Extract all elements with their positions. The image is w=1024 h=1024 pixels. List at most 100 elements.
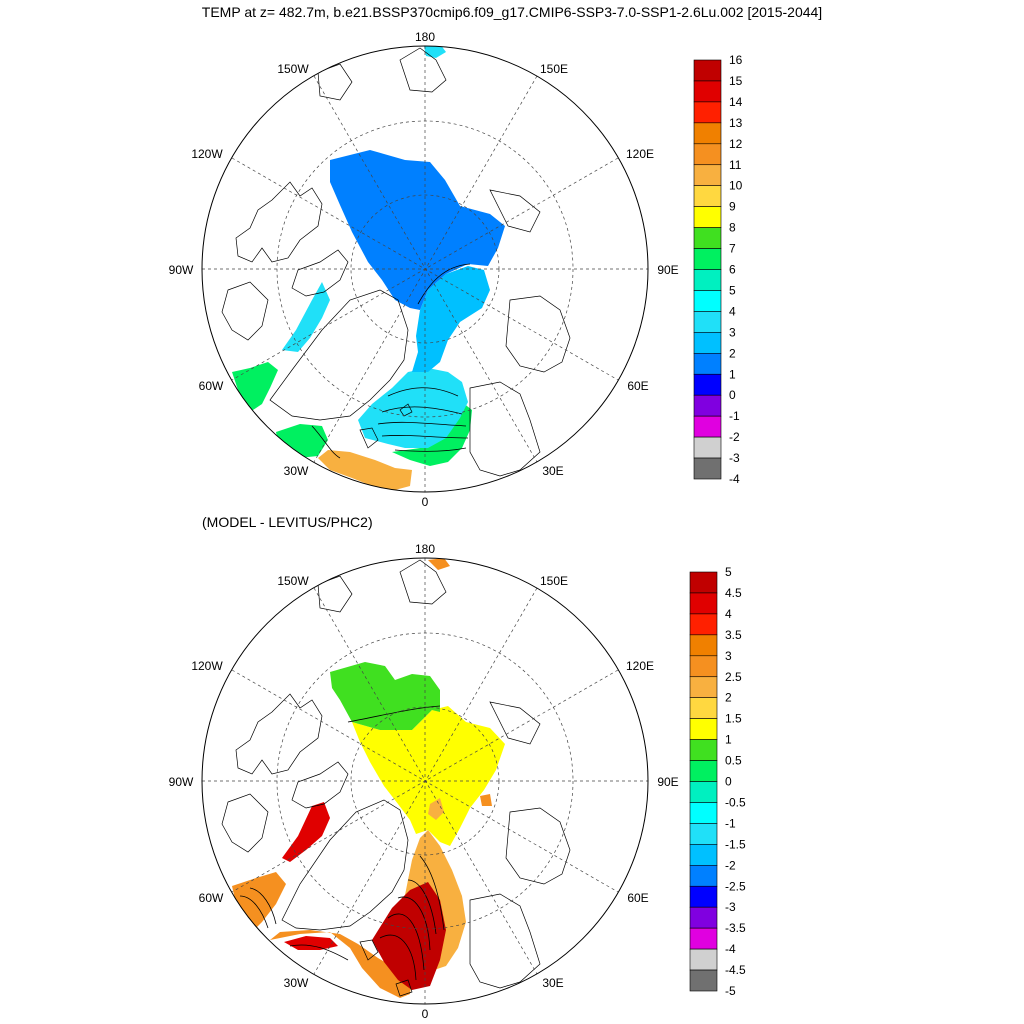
bottom-colorbar-tick-label: -2.5 [725, 879, 746, 893]
bottom-colorbar-tick-label: 0.5 [725, 754, 742, 768]
top-field-layer [221, 46, 571, 490]
bottom-colorbar-swatch [689, 760, 718, 782]
top-colorbar-tick-label: 7 [729, 242, 736, 256]
bottom-lon-label: 0 [422, 1007, 429, 1021]
top-lon-label: 60E [627, 379, 648, 393]
bottom-colorbar-swatch [689, 864, 718, 887]
top-lon-label: 120E [626, 147, 654, 161]
top-colorbar-swatch [693, 311, 722, 333]
bottom-field-canada-basin [330, 662, 440, 730]
top-colorbar-swatch [693, 206, 722, 228]
top-colorbar-tick-label: 3 [729, 325, 736, 339]
top-colorbar-tick-label: 1 [729, 367, 736, 381]
top-colorbar-swatch [693, 80, 722, 103]
top-colorbar-tick-label: 10 [729, 179, 743, 193]
top-colorbar-swatch [693, 332, 722, 354]
bottom-colorbar-tick-label: -0.5 [725, 795, 746, 809]
bottom-lon-label: 120W [191, 659, 223, 673]
bottom-colorbar-tick-label: -4 [725, 942, 736, 956]
bottom-colorbar-swatch [689, 906, 718, 929]
top-colorbar-tick-label: 11 [729, 158, 742, 172]
bottom-lon-label: 90W [169, 775, 194, 789]
bottom-lon-label: 120E [626, 659, 654, 673]
top-lon-label: 30E [542, 464, 563, 478]
top-colorbar-tick-label: 0 [729, 388, 736, 402]
bottom-colorbar-swatch [689, 927, 718, 950]
bottom-coastlines [221, 559, 571, 997]
bottom-colorbar-tick-label: 0 [725, 775, 732, 789]
top-colorbar-swatch [693, 227, 722, 249]
top-colorbar-swatch [693, 185, 722, 207]
bottom-colorbar-tick-label: -3 [725, 900, 736, 914]
bottom-field-east-orange [480, 794, 492, 806]
top-colorbar-tick-label: 13 [729, 116, 743, 130]
top-colorbar-swatch [693, 436, 722, 459]
top-colorbar-tick-label: 14 [729, 95, 743, 109]
top-lon-label: 90W [169, 263, 194, 277]
bottom-lon-label: 30E [542, 976, 563, 990]
bottom-colorbar-swatch [689, 634, 718, 657]
bottom-colorbar-swatch [689, 969, 718, 992]
top-colorbar-swatch [693, 101, 722, 124]
bottom-lon-label: 30W [284, 976, 309, 990]
bottom-colorbar-tick-label: 2 [725, 691, 732, 705]
bottom-colorbar-swatch [689, 655, 718, 678]
bottom-field-layer [221, 558, 571, 998]
bottom-lon-label: 150E [540, 574, 568, 588]
bottom-colorbar-tick-label: 3.5 [725, 628, 742, 642]
top-colorbar-swatch [693, 143, 722, 166]
top-coastlines [221, 47, 571, 477]
bottom-colorbar-tick-label: 2.5 [725, 670, 742, 684]
bottom-colorbar-tick-label: 1.5 [725, 712, 742, 726]
top-colorbar-tick-label: 4 [729, 304, 736, 318]
bottom-field-atlantic-red-strip [284, 936, 338, 950]
bottom-colorbar: 5 4.5 4 3.5 3 2.5 2 1.5 1 0.5 0 -0.5 -1 -1.5 -2 -2.5 -3 -… [689, 565, 746, 998]
bottom-field-nordic-seas [372, 882, 446, 990]
bottom-colorbar-tick-label: -1 [725, 816, 736, 830]
top-colorbar-swatch [693, 59, 722, 82]
bottom-lon-label: 60E [627, 891, 648, 905]
top-polar-map: 180 150E 120E 90E 60E 30E 0 30W 60W 90W … [169, 30, 679, 509]
top-colorbar-swatch [693, 122, 722, 145]
bottom-lon-label: 180 [415, 542, 435, 556]
top-colorbar-tick-label: -2 [729, 430, 740, 444]
top-field-nordic-seas [358, 368, 468, 448]
top-colorbar-swatch [693, 352, 722, 375]
bottom-colorbar-swatch [689, 802, 718, 824]
plot-title: TEMP at z= 482.7m, b.e21.BSSP370cmip6.f0… [201, 4, 823, 20]
bottom-colorbar-swatch [689, 676, 718, 699]
top-lon-label: 150E [540, 62, 568, 76]
top-lon-label: 180 [415, 30, 435, 44]
bottom-colorbar-swatch [689, 571, 718, 594]
bottom-colorbar-tick-label: -1.5 [725, 837, 746, 851]
bottom-colorbar-swatch [689, 697, 718, 719]
top-field-arctic-basin [330, 150, 505, 310]
bottom-colorbar-tick-label: -3.5 [725, 921, 746, 935]
top-colorbar-tick-label: 9 [729, 200, 736, 214]
top-graticule [202, 46, 648, 492]
top-colorbar-tick-label: 15 [729, 74, 743, 88]
top-lon-label: 150W [277, 62, 309, 76]
top-map-border [201, 45, 649, 493]
bottom-lon-label: 90E [657, 775, 678, 789]
top-colorbar-tick-label: 12 [729, 137, 743, 151]
top-colorbar-swatch [693, 248, 722, 270]
top-colorbar-swatch [693, 415, 722, 438]
bottom-colorbar-swatch [689, 613, 718, 636]
bottom-field-bering [428, 558, 450, 570]
bottom-colorbar-tick-label: 3 [725, 649, 732, 663]
bottom-lon-label: 60W [199, 891, 224, 905]
top-lon-label: 0 [422, 495, 429, 509]
top-colorbar-tick-label: -3 [729, 451, 740, 465]
bottom-field-small-orange [428, 798, 444, 820]
top-field-atlantic-warm [318, 450, 412, 490]
bottom-colorbar-swatch [689, 592, 718, 615]
bottom-colorbar-tick-label: -4.5 [725, 963, 746, 977]
bottom-field-baffin [282, 802, 330, 862]
bottom-graticule [202, 558, 648, 1004]
bottom-colorbar-tick-label: 4 [725, 607, 732, 621]
top-lon-label: 120W [191, 147, 223, 161]
top-field-labrador [232, 362, 278, 412]
